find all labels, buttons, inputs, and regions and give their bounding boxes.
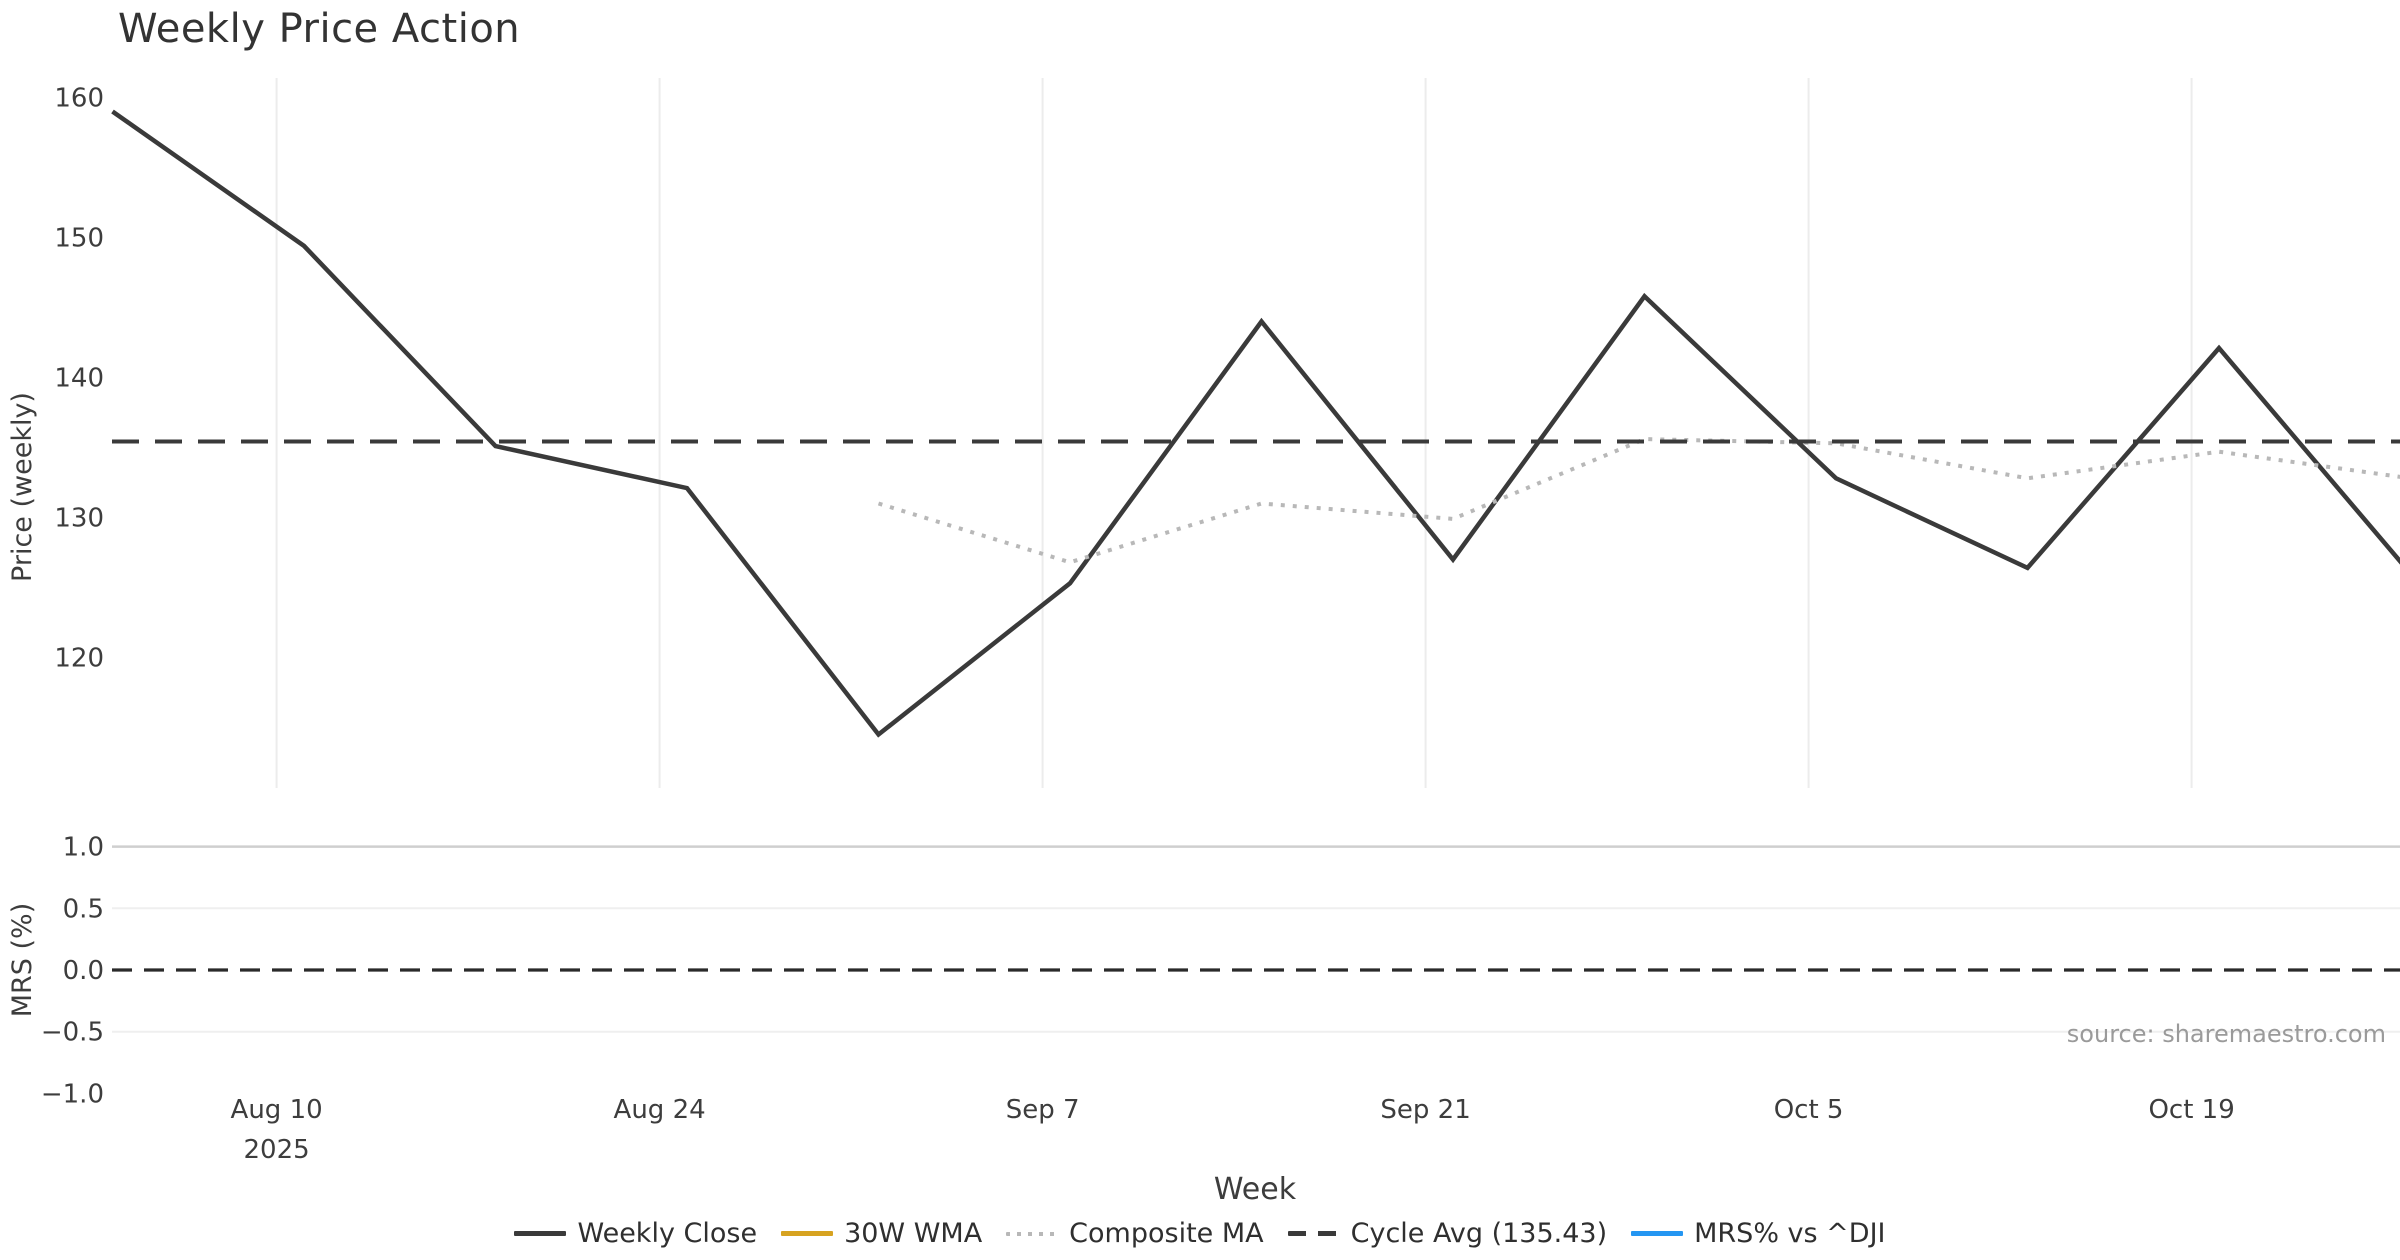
- tick-labels-layer: 160 150 140 130 120 1.0 0.5 0.0 −0.5 −1.0 Aug 10 20…: [41, 84, 2235, 1166]
- gridlines-layer: [112, 78, 2400, 1033]
- legend-item-30w-wma: 30W WMA: [781, 1218, 982, 1249]
- x-tick-label: Aug 24: [614, 1095, 706, 1125]
- price-y-tick-label: 150: [54, 224, 104, 254]
- mrs-y-tick-label: −1.0: [41, 1079, 104, 1109]
- legend-label: 30W WMA: [844, 1218, 983, 1249]
- x-axis-label: Week: [1213, 1172, 1297, 1207]
- x-tick-label: Oct 5: [1774, 1095, 1844, 1125]
- weekly-close-line: [111, 109, 2400, 738]
- composite-ma-line: [877, 437, 2400, 565]
- chart-legend: Weekly Close 30W WMA Composite MA Cycle Avg…: [0, 1218, 2400, 1249]
- legend-item-weekly-close: Weekly Close: [514, 1218, 757, 1249]
- legend-label: Composite MA: [1069, 1218, 1264, 1249]
- price-y-tick-label: 140: [54, 364, 104, 394]
- legend-label: Cycle Avg (135.43): [1350, 1218, 1608, 1249]
- legend-item-cycle-avg-135-43-: Cycle Avg (135.43): [1287, 1218, 1608, 1249]
- mrs-y-tick-label: 1.0: [63, 833, 104, 863]
- x-tick-label: Sep 21: [1380, 1095, 1470, 1125]
- price-y-tick-label: 160: [54, 84, 104, 114]
- legend-label: MRS% vs ^DJI: [1694, 1218, 1886, 1249]
- legend-dashed-line-sample: [1287, 1231, 1340, 1236]
- price-y-tick-label: 120: [54, 644, 104, 674]
- source-note: source: sharemaestro.com: [2066, 1020, 2386, 1048]
- legend-label: Weekly Close: [577, 1218, 758, 1249]
- legend-dotted-line-sample: [1006, 1231, 1059, 1236]
- x-tick-year-label: 2025: [244, 1135, 310, 1165]
- mrs-y-tick-label: 0.5: [63, 894, 104, 924]
- legend-solid-line-sample: [1631, 1231, 1684, 1236]
- mrs-y-tick-label: 0.0: [63, 956, 104, 986]
- legend-item-composite-ma: Composite MA: [1006, 1218, 1264, 1249]
- legend-solid-line-sample: [781, 1231, 834, 1236]
- mrs-axis-label: MRS (%): [7, 902, 38, 1018]
- x-tick-label: Oct 19: [2148, 1095, 2234, 1125]
- x-tick-label: Sep 7: [1006, 1095, 1080, 1125]
- x-tick-label: Aug 10: [231, 1095, 323, 1125]
- legend-item-mrs-vs-dji: MRS% vs ^DJI: [1631, 1218, 1886, 1249]
- chart-title: Weekly Price Action: [118, 6, 521, 52]
- price-y-tick-label: 130: [54, 504, 104, 534]
- legend-solid-line-sample: [514, 1231, 567, 1236]
- price-axis-label: Price (weekly): [7, 392, 38, 582]
- mrs-y-tick-label: −0.5: [41, 1018, 104, 1048]
- series-layer: [111, 109, 2400, 972]
